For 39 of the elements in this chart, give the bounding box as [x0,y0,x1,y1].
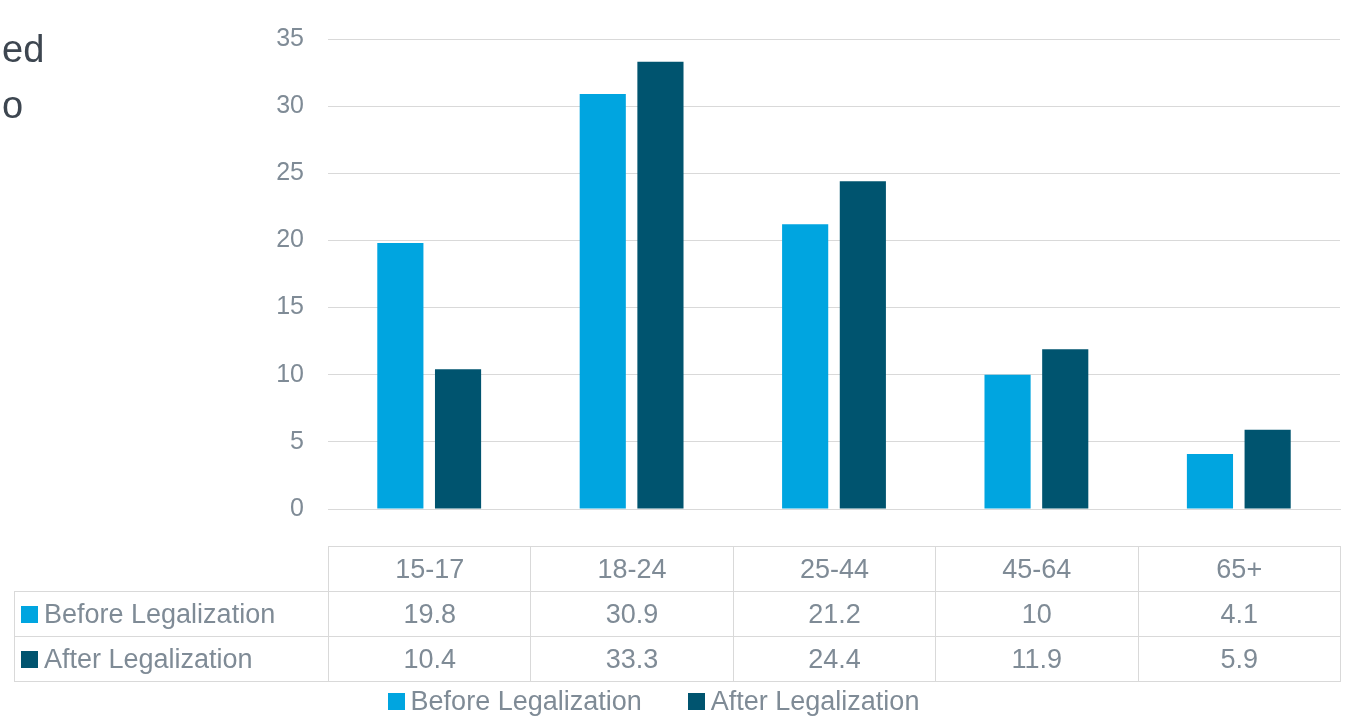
bar [984,374,1031,509]
y-tick-label: 35 [276,22,304,51]
y-tick-label: 0 [290,492,304,521]
x-tick-label: 65+ [1138,546,1341,592]
data-label: 21.2 [733,591,936,637]
bar [579,94,626,509]
data-label: 11.9 [935,636,1139,682]
y-tick-label: 20 [276,224,304,253]
data-label: 4.1 [1138,591,1341,637]
y-tick-label: 25 [276,157,304,186]
x-tick-label: 18-24 [530,546,734,592]
bar [782,224,829,509]
bar [637,61,684,509]
data-label: 5.9 [1138,636,1341,682]
text: Before Legalization [410,686,642,716]
y-tick-label: 10 [276,358,304,387]
legend-label: Before Legalization [44,598,276,629]
bar [377,243,424,509]
text: After Legalization [44,643,253,674]
text: ed [2,28,45,71]
text: o [2,84,24,127]
bar [434,369,482,509]
data-label: 33.3 [530,636,734,682]
data-label: 10 [935,591,1139,637]
y-tick-label: 5 [290,425,304,454]
data-label: 24.4 [733,636,936,682]
bar [839,181,886,509]
bar [1042,349,1089,509]
y-tick-label: 30 [276,90,304,119]
data-label: 30.9 [530,591,734,637]
bar [1186,453,1234,509]
x-tick-label: 15-17 [328,546,531,592]
data-label: 10.4 [328,636,531,682]
x-tick-label: 45-64 [935,546,1139,592]
y-tick-label: 15 [276,291,304,320]
x-tick-label: 25-44 [733,546,936,592]
bar [1244,429,1291,509]
legend-label: After Legalization [710,686,920,716]
data-label: 19.8 [328,591,531,637]
